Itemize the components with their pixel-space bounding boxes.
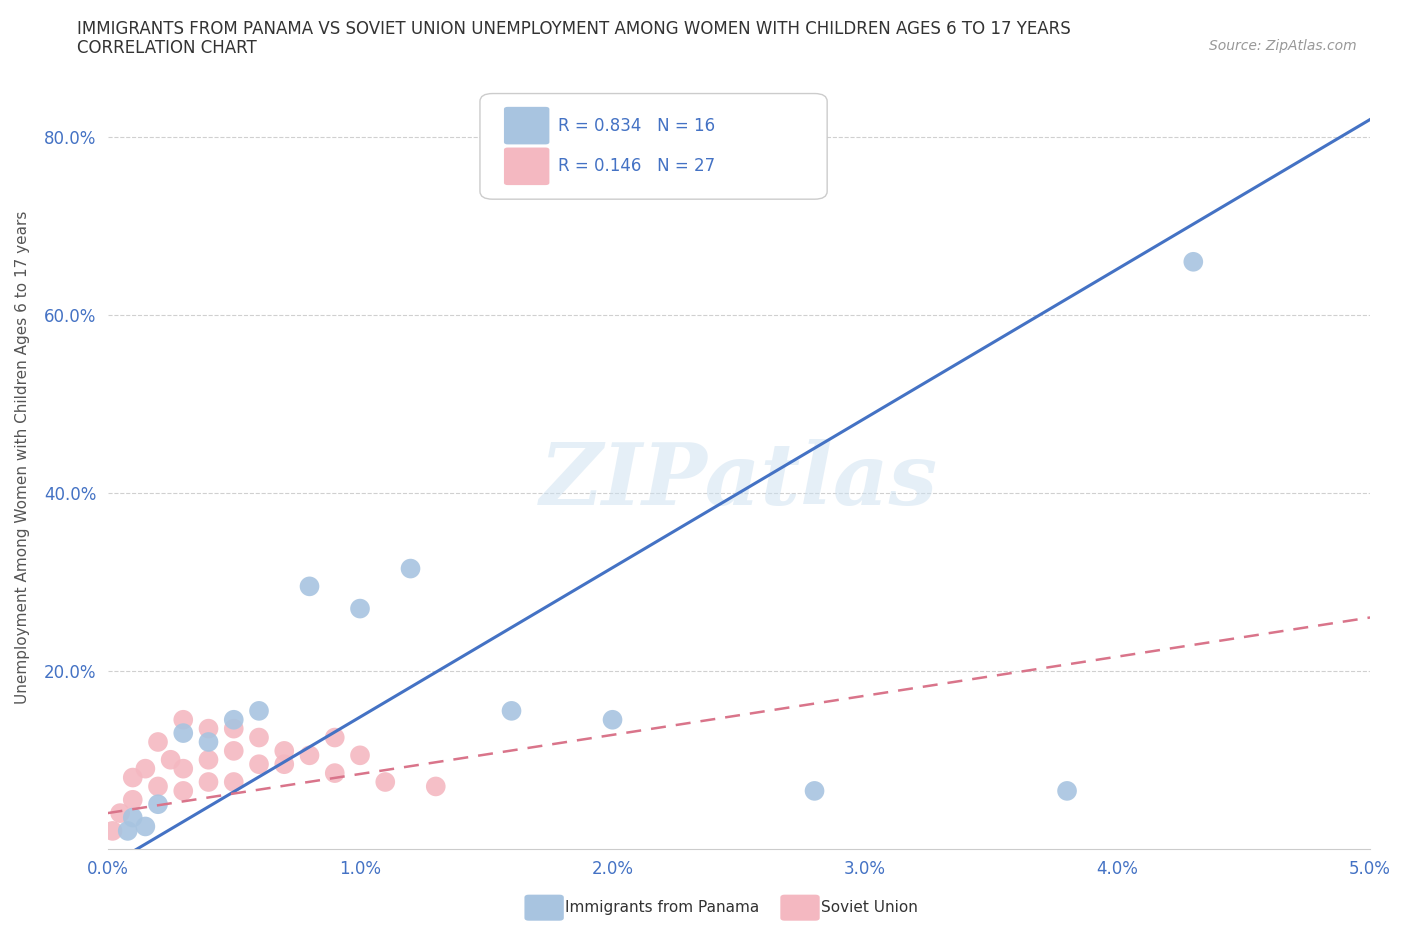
Text: CORRELATION CHART: CORRELATION CHART (77, 39, 257, 57)
Text: Source: ZipAtlas.com: Source: ZipAtlas.com (1209, 39, 1357, 53)
Point (1182, 254, 1205, 269)
Point (146, 735, 169, 750)
Point (374, 775, 396, 790)
Point (172, 783, 194, 798)
Point (121, 792, 143, 807)
Point (197, 735, 219, 750)
FancyBboxPatch shape (503, 148, 550, 185)
Point (298, 578, 321, 593)
Text: ZIPatlas: ZIPatlas (540, 439, 938, 523)
Y-axis label: Unemployment Among Women with Children Ages 6 to 17 years: Unemployment Among Women with Children A… (15, 211, 30, 704)
FancyBboxPatch shape (503, 107, 550, 144)
Point (172, 725, 194, 740)
Point (298, 748, 321, 763)
Point (501, 703, 523, 718)
Point (273, 743, 295, 758)
Point (349, 748, 371, 763)
Point (172, 712, 194, 727)
FancyBboxPatch shape (479, 94, 827, 199)
Point (247, 757, 270, 772)
Point (197, 752, 219, 767)
Text: Soviet Union: Soviet Union (821, 900, 918, 915)
Point (101, 823, 124, 838)
Point (273, 757, 295, 772)
Point (222, 712, 245, 727)
Text: IMMIGRANTS FROM PANAMA VS SOVIET UNION UNEMPLOYMENT AMONG WOMEN WITH CHILDREN AG: IMMIGRANTS FROM PANAMA VS SOVIET UNION U… (77, 20, 1071, 38)
Text: Immigrants from Panama: Immigrants from Panama (565, 900, 759, 915)
Point (399, 561, 422, 576)
Point (134, 819, 156, 834)
Point (323, 730, 346, 745)
Point (222, 721, 245, 736)
Point (247, 730, 270, 745)
Point (222, 775, 245, 790)
Point (146, 797, 169, 812)
Point (602, 712, 624, 727)
Point (803, 783, 825, 798)
Point (121, 810, 143, 825)
Point (425, 779, 447, 794)
Point (134, 762, 156, 777)
Point (117, 823, 139, 838)
Text: R = 0.834   N = 16: R = 0.834 N = 16 (558, 116, 716, 135)
Point (349, 601, 371, 616)
Point (146, 779, 169, 794)
Point (197, 775, 219, 790)
Point (172, 762, 194, 777)
Point (108, 805, 131, 820)
Point (197, 721, 219, 736)
Point (121, 770, 143, 785)
Point (247, 703, 270, 718)
Point (1056, 783, 1078, 798)
Point (323, 765, 346, 780)
Text: R = 0.146   N = 27: R = 0.146 N = 27 (558, 157, 716, 176)
Point (159, 752, 181, 767)
Point (222, 743, 245, 758)
